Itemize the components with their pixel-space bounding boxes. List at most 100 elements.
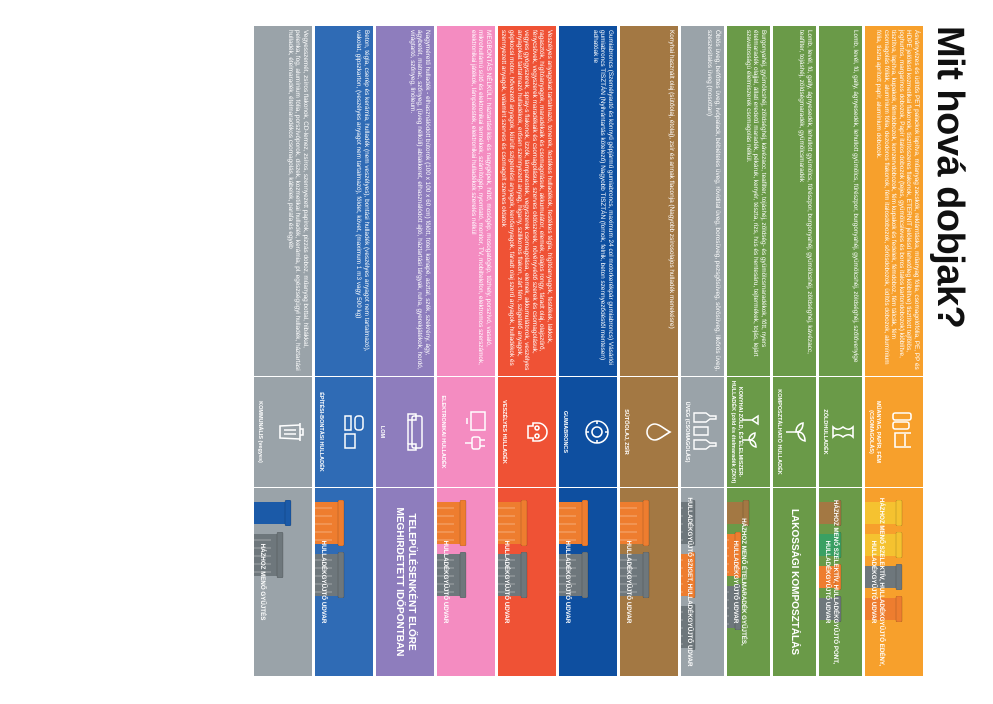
collection-method: HÁZHOZ MENŐ GYŰJTÉS [254,488,312,676]
bin-group [559,496,611,668]
waste-bin-icon [315,551,346,599]
waste-bin-icon [498,551,529,599]
waste-category: ZÖLDHULLADÉK [819,377,862,487]
collection-label: HULLADÉKGYŰJTŐ UDVAR [442,540,450,624]
oil-drop-icon [641,421,672,443]
waste-description: MEGBONTÁS NÉLKÜLI: háztartási kis- és na… [437,26,495,376]
page-title: Mit hová dobjak? [929,26,971,329]
waste-bin-icon [620,551,651,599]
waste-description: Konyhai használt olaj (sütőolaj, étolaj)… [620,26,678,376]
waste-row-konyhai: Burgonyahéj, gyümölcshéj, zöldséghéj, ká… [727,26,770,676]
bin-group [437,496,489,668]
waste-bin-icon [865,563,904,591]
collection-method: HULLADÉKGYŰJTŐ UDVAR [315,488,373,676]
collection-label: HÁZHOZ MENŐ GYŰJTÉS [259,543,267,621]
bin-group [865,496,917,668]
collection-method: LAKOSSÁGI KOMPOSZTÁLÁS [773,488,816,676]
waste-category: KOMMUNÁLIS (vegyes) [254,377,312,487]
plant-icon [779,419,810,445]
waste-category: SÜTŐOLAJ, ZSÍR [620,377,678,487]
waste-bin-icon [559,499,590,547]
collection-label: LAKOSSÁGI KOMPOSZTÁLÁS [789,508,801,656]
collection-method: HÁZHOZ MENŐ SZELEKTÍV, HULLADÉKGYŰJTŐ PO… [819,488,862,676]
waste-bin-icon [865,531,904,559]
collection-label: HÁZHOZ MENŐ SZELEKTÍV, HULLADÉKGYŰJTŐ PO… [824,499,840,665]
collection-label: HULLADÉKGYŰJTŐ SZIGET, HULLADÉKGYŰJTŐ UD… [686,497,694,667]
sprout-icon [735,412,764,452]
packaging-icon [886,410,917,454]
tv-plug-icon [458,410,489,454]
waste-row-kommunalis: Vegyesszemét, zsíros flakonok, CD-lemez,… [254,26,312,676]
waste-bin-icon [254,499,293,527]
waste-category: MŰANYAG, PAPÍR, FÉM (CSOMAGOLÁS) [865,377,923,487]
waste-description: Beton, tégla, cserép és kerámia, hulladé… [315,26,373,376]
waste-bin-icon [620,499,651,547]
bricks-icon [336,412,367,452]
collection-label: TELEPÜLÉSENKÉNT ELŐRE MEGHIRDETETT IDŐPO… [394,507,417,657]
waste-row-gumi: Gumiabroncs (Személyautó és könnyű gépjá… [559,26,617,676]
collection-method: HULLADÉKGYŰJTŐ UDVAR [559,488,617,676]
waste-category: ÜVEG (CSOMAGOLÁS) [681,377,724,487]
category-label: KOMPOSZTÁLHATÓ HULLADÉK [776,389,783,475]
waste-description: Ásványvizes és üdítős PET palackok lapít… [865,26,923,376]
waste-row-elektronikai: MEGBONTÁS NÉLKÜLI: háztartási kis- és na… [437,26,495,676]
waste-bin-icon [727,499,751,527]
waste-row-komposzt: Lomb, levél, fű, gally, ágnyesedék, lehu… [773,26,816,676]
category-label: MŰANYAG, PAPÍR, FÉM (CSOMAGOLÁS) [868,400,882,464]
waste-row-epitesi: Beton, tégla, cserép és kerámia, hulladé… [315,26,373,676]
category-label: KONYHAI ZÖLD, ÉS ÉLELMISZER-HULLADÉK (zö… [730,380,744,484]
collection-method: TELEPÜLÉSENKÉNT ELŐRE MEGHIRDETETT IDŐPO… [376,488,434,676]
waste-category: KONYHAI ZÖLD, ÉS ÉLELMISZER-HULLADÉK (zö… [727,377,770,487]
collection-method: HÁZHOZ MENŐ SZELEKTÍV, HULLADÉKGYŰJTŐ ED… [865,488,923,676]
tire-icon [578,418,611,446]
bin-group [819,496,856,668]
collection-method: HULLADÉKGYŰJTŐ UDVAR [498,488,556,676]
trash-can-icon [273,420,306,444]
bin-group [315,496,367,668]
waste-bin-icon [865,595,904,623]
waste-bin-icon [681,551,697,599]
waste-category: LOM [376,377,434,487]
waste-bin-icon [681,499,697,547]
waste-bin-icon [498,499,529,547]
waste-description: Burgonyahéj, gyümölcshéj, zöldséghéj, ká… [727,26,770,376]
category-label: GUMIABRONCS [562,410,569,454]
collection-label: HULLADÉKGYŰJTŐ UDVAR [564,540,572,624]
skull-icon [517,419,550,445]
waste-bin-icon [819,595,843,623]
waste-category: GUMIABRONCS [559,377,617,487]
category-label: ÜVEG (CSOMAGOLÁS) [684,401,691,463]
waste-row-zold: Lomb, levél, fű, gally, ágnyesedék, lehu… [819,26,862,676]
collection-label: HÁZHOZ MENŐ SZELEKTÍV, HULLADÉKGYŰJTŐ ED… [870,497,886,667]
waste-category: ELEKTRONIKAI HULLADÉK [437,377,495,487]
waste-description: Öblös üveg, befőttes üveg, ivópalack, bé… [681,26,724,376]
collection-label: HULLADÉKGYŰJTŐ UDVAR [503,540,511,624]
bin-group [681,496,718,668]
category-label: ELEKTRONIKAI HULLADÉK [440,395,447,469]
waste-description: Vegyesszemét, zsíros flakonok, CD-lemez,… [254,26,312,376]
category-label: ZÖLDHULLADÉK [822,409,829,455]
bottles-icon [687,407,718,457]
waste-description: Lomb, levél, fű, gally, ágnyesedék, lehu… [773,26,816,376]
waste-description: Lomb, levél, fű, gally, ágnyesedék, lehu… [819,26,862,376]
category-label: ÉPÍTÉSI-BONTÁSI HULLADÉK [318,392,325,472]
waste-description: Veszélyes anyagokat tartalmazó, tonerek,… [498,26,556,376]
collection-method: HULLADÉKGYŰJTŐ UDVAR [620,488,678,676]
collection-label: HULLADÉKGYŰJTŐ UDVAR [625,540,633,624]
category-label: KOMMUNÁLIS (vegyes) [257,401,264,463]
waste-description: Gumiabroncs (Személyautó és könnyű gépjá… [559,26,617,376]
bin-group [498,496,550,668]
collection-method: HULLADÉKGYŰJTŐ SZIGET, HULLADÉKGYŰJTŐ UD… [681,488,724,676]
collection-label: HÁZHOZ MENŐ ÉTELMARADÉK GYŰJTÉS, HULLADÉ… [732,518,748,646]
category-label: LOM [379,425,386,439]
waste-row-uveg: Öblös üveg, befőttes üveg, ivópalack, bé… [681,26,724,676]
waste-row-muanyag-fem: Ásványvizes és üdítős PET palackok lapít… [865,26,923,676]
waste-bin-icon [559,551,590,599]
collection-label: HULLADÉKGYŰJTŐ UDVAR [320,540,328,624]
waste-category: KOMPOSZTÁLHATÓ HULLADÉK [773,377,816,487]
bin-group [727,496,764,668]
collection-method: HULLADÉKGYŰJTŐ UDVAR [437,488,495,676]
bin-group [254,496,306,668]
sofa-icon [397,412,428,452]
waste-row-veszelyes: Veszélyes anyagokat tartalmazó, tonerek,… [498,26,556,676]
